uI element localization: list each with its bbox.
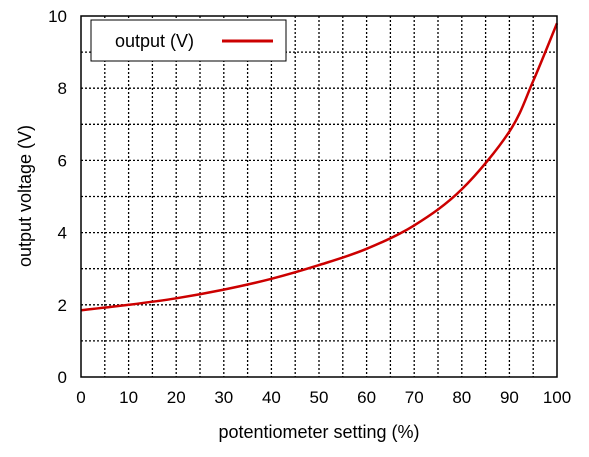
x-axis-ticks: 0 10 20 30 40 50 60 70 80 90 100 — [76, 388, 571, 407]
x-tick-label: 60 — [357, 388, 376, 407]
y-tick-label: 8 — [58, 79, 67, 98]
x-tick-label: 20 — [167, 388, 186, 407]
y-tick-label: 6 — [58, 151, 67, 170]
x-tick-label: 0 — [76, 388, 85, 407]
x-tick-label: 70 — [405, 388, 424, 407]
x-tick-label: 10 — [119, 388, 138, 407]
y-axis-title: output voltage (V) — [15, 125, 35, 267]
plot-frame — [80, 15, 558, 378]
x-axis-title: potentiometer setting (%) — [218, 422, 419, 442]
y-tick-label: 0 — [58, 368, 67, 387]
y-tick-label: 2 — [58, 296, 67, 315]
x-tick-label: 50 — [310, 388, 329, 407]
x-tick-label: 30 — [214, 388, 233, 407]
y-tick-label: 4 — [58, 224, 67, 243]
series-line-output — [80, 22, 559, 312]
x-tick-label: 40 — [262, 388, 281, 407]
x-tick-label: 80 — [452, 388, 471, 407]
x-tick-label: 90 — [500, 388, 519, 407]
y-tick-label: 10 — [48, 7, 67, 26]
grid — [81, 16, 557, 377]
legend: output (V) — [90, 19, 287, 62]
x-tick-label: 100 — [543, 388, 571, 407]
y-axis-ticks: 0 2 4 6 8 10 — [48, 7, 67, 387]
series-layer — [80, 22, 559, 312]
legend-label: output (V) — [115, 31, 194, 51]
